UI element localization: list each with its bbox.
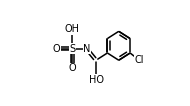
Text: OH: OH	[65, 24, 80, 34]
Text: O: O	[53, 44, 61, 54]
Text: HO: HO	[89, 75, 104, 85]
Text: S: S	[69, 44, 75, 54]
Text: Cl: Cl	[135, 55, 144, 65]
Text: O: O	[68, 63, 76, 73]
Text: N: N	[83, 44, 90, 54]
